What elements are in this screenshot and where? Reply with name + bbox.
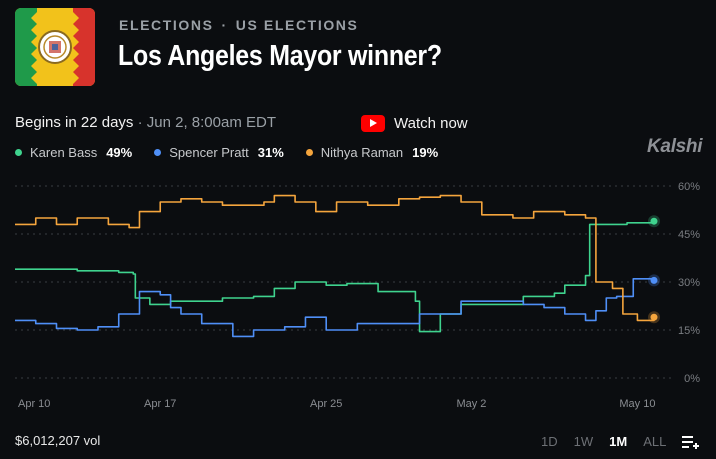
range-1d-button[interactable]: 1D — [541, 434, 558, 449]
legend-name: Spencer Pratt — [169, 145, 249, 160]
x-tick-label: Apr 25 — [310, 398, 342, 410]
volume-label: $6,012,207 vol — [15, 433, 101, 448]
x-tick-label: May 10 — [619, 398, 655, 410]
begins-text: Begins in 22 days — [15, 114, 134, 131]
x-tick-label: Apr 10 — [18, 398, 50, 410]
series-end-point — [650, 313, 658, 321]
watch-now-label: Watch now — [394, 114, 468, 132]
series-line-spencer-pratt — [15, 278, 655, 338]
series-end-point — [650, 217, 658, 225]
legend-item-karen-bass: Karen Bass 49% — [15, 145, 132, 160]
breadcrumb-subcategory[interactable]: US ELECTIONS — [235, 17, 359, 33]
begins-date: · Jun 2, 8:00am EDT — [137, 114, 276, 131]
market-status: Begins in 22 days · Jun 2, 8:00am EDT — [15, 114, 276, 131]
watch-now-button[interactable]: Watch now — [361, 112, 468, 134]
breadcrumb-category[interactable]: ELECTIONS — [119, 17, 214, 33]
range-1m-button[interactable]: 1M — [609, 434, 628, 449]
legend-pct: 49% — [106, 145, 133, 160]
youtube-play-icon — [361, 114, 385, 132]
x-tick-label: Apr 17 — [144, 398, 176, 410]
legend-item-nithya-raman: Nithya Raman 19% — [305, 145, 439, 160]
kalshi-logo: Kalshi — [647, 136, 703, 157]
series-end-point — [650, 276, 658, 284]
time-range-selector: 1D 1W 1M ALL — [541, 434, 700, 449]
range-1w-button[interactable]: 1W — [573, 434, 594, 449]
chart-legend: Karen Bass 49% Spencer Pratt 31% Nithya … — [15, 145, 460, 160]
y-tick-label: 0% — [684, 373, 700, 385]
la-city-logo — [15, 8, 95, 86]
x-tick-label: May 2 — [456, 398, 486, 410]
y-tick-label: 45% — [678, 229, 700, 241]
y-tick-label: 30% — [678, 277, 700, 289]
y-tick-label: 15% — [678, 325, 700, 337]
legend-pct: 19% — [412, 145, 439, 160]
chart-settings-icon[interactable] — [682, 435, 700, 449]
legend-name: Nithya Raman — [320, 145, 404, 160]
legend-dot — [154, 149, 162, 156]
legend-name: Karen Bass — [30, 145, 98, 160]
legend-dot — [15, 149, 22, 156]
y-tick-label: 60% — [678, 181, 700, 193]
price-chart[interactable]: 60% 45% 30% 15% 0% Apr 10 Apr 17 Apr 25 May 2 May… — [0, 170, 716, 415]
legend-pct: 31% — [257, 145, 284, 160]
series-line-nithya-raman — [15, 194, 655, 322]
page-title: Los Angeles Mayor winner? — [118, 40, 442, 72]
series-line-karen-bass — [15, 221, 655, 333]
breadcrumb: ELECTIONS · US ELECTIONS — [119, 17, 358, 33]
breadcrumb-separator: · — [221, 17, 228, 33]
legend-dot — [305, 149, 313, 156]
legend-item-spencer-pratt: Spencer Pratt 31% — [154, 145, 284, 160]
range-all-button[interactable]: ALL — [643, 434, 667, 449]
